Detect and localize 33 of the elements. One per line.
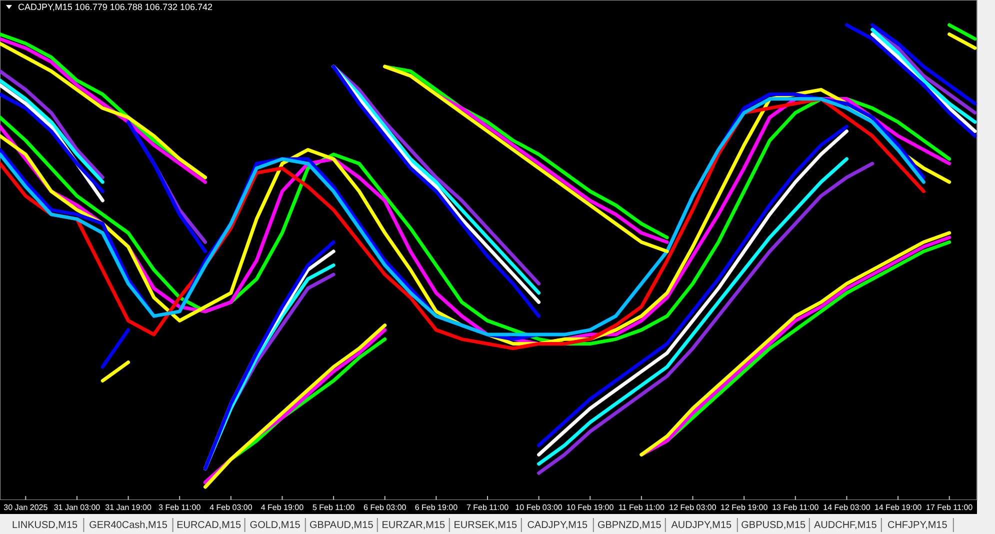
x-tick-label: 3 Feb 11:00 <box>158 503 202 512</box>
x-tick-label: 6 Feb 19:00 <box>414 503 458 512</box>
x-tick-label: 5 Feb 11:00 <box>312 503 356 512</box>
x-tick-label: 4 Feb 19:00 <box>260 503 304 512</box>
x-tick-label: 10 Feb 19:00 <box>566 503 614 512</box>
text: EURZAR,M15 <box>382 520 446 531</box>
text: GBPNZD,M15 <box>597 520 662 531</box>
chart-title: CADJPY,M15 106.779 106.788 106.732 106.742 <box>18 2 212 12</box>
x-tick-label: 12 Feb 19:00 <box>720 503 768 512</box>
x-tick-label: 4 Feb 03:00 <box>210 503 253 512</box>
x-tick-label: 12 Feb 03:00 <box>669 503 717 512</box>
text: GER40Cash,M15 <box>89 520 168 531</box>
text: LINKUSD,M15 <box>12 520 78 531</box>
text: EURCAD,M15 <box>176 520 242 531</box>
x-tick-label: 31 Jan 03:00 <box>54 503 101 512</box>
x-tick-label: 6 Feb 03:00 <box>364 503 407 512</box>
x-tick-label: 30 Jan 2025 <box>4 503 48 512</box>
text: AUDCHF,M15 <box>814 520 878 531</box>
text: CADJPY,M15 <box>527 520 588 531</box>
text: AUDJPY,M15 <box>671 520 732 531</box>
text: CHFJPY,M15 <box>887 520 948 531</box>
text: GBPAUD,M15 <box>310 520 374 531</box>
x-tick-label: 7 Feb 11:00 <box>466 503 510 512</box>
text: GBPUSD,M15 <box>741 520 806 531</box>
text: EURSEK,M15 <box>454 520 518 531</box>
x-tick-label: 11 Feb 11:00 <box>618 503 665 512</box>
x-tick-label: 31 Jan 19:00 <box>105 503 152 512</box>
x-tick-label: 14 Feb 03:00 <box>823 503 871 512</box>
x-tick-label: 14 Feb 19:00 <box>874 503 922 512</box>
text: GOLD,M15 <box>250 520 301 531</box>
x-tick-label: 13 Feb 11:00 <box>772 503 820 512</box>
x-tick-label: 17 Feb 11:00 <box>926 503 974 512</box>
x-tick-label: 10 Feb 03:00 <box>515 503 563 512</box>
